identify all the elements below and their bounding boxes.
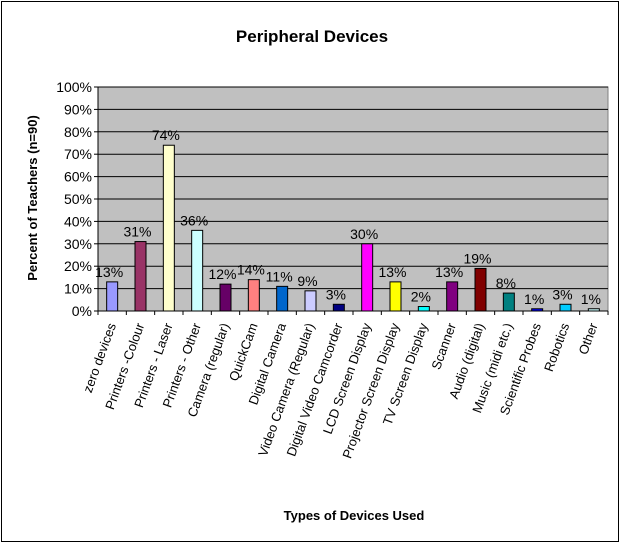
x-tick-label: Scanner: [428, 320, 459, 371]
data-label: 3%: [326, 286, 346, 302]
y-tick-label: 20%: [64, 258, 92, 274]
bar: [191, 229, 204, 312]
bar: [502, 292, 515, 312]
data-label: 13%: [378, 264, 406, 280]
data-label: 9%: [297, 273, 317, 289]
data-label: 8%: [496, 275, 516, 291]
y-tick-label: 90%: [64, 101, 92, 117]
data-label: 14%: [237, 262, 265, 278]
y-tick-label: 100%: [56, 79, 92, 95]
bar: [332, 303, 345, 312]
bar: [304, 290, 317, 312]
data-label: 13%: [435, 264, 463, 280]
y-tick-label: 60%: [64, 169, 92, 185]
bar: [162, 144, 175, 312]
bar: [106, 281, 119, 312]
bar: [361, 243, 374, 312]
bar: [531, 308, 544, 312]
y-tick-label: 0%: [72, 303, 92, 319]
bar: [276, 285, 289, 312]
data-label: 19%: [463, 250, 491, 266]
bar: [134, 241, 147, 312]
data-label: 30%: [350, 226, 378, 242]
y-tick-label: 70%: [64, 146, 92, 162]
data-label: 2%: [411, 289, 431, 305]
bar: [474, 267, 487, 312]
y-axis-label: Percent of Teachers (n=90): [25, 115, 40, 281]
data-label: 11%: [266, 268, 293, 284]
data-label: 31%: [123, 224, 151, 240]
data-label: 12%: [208, 266, 236, 282]
bar: [417, 306, 430, 312]
data-label: 3%: [552, 286, 572, 302]
y-tick-label: 30%: [64, 236, 92, 252]
y-tick-label: 40%: [64, 213, 92, 229]
bar: [389, 281, 402, 312]
y-tick-label: 50%: [64, 191, 92, 207]
bar: [219, 283, 232, 312]
x-tick-label: Robotics: [541, 320, 573, 373]
x-axis-label: Types of Devices Used: [284, 508, 425, 523]
bar: [559, 303, 572, 312]
plot-area: 0%10%20%30%40%50%60%70%80%90%100%13%zero…: [56, 79, 609, 460]
bar: [247, 279, 260, 312]
data-label: 74%: [152, 127, 180, 143]
bar: [446, 281, 459, 312]
bar: [587, 308, 600, 312]
data-label: 36%: [180, 212, 208, 228]
y-tick-label: 80%: [64, 124, 92, 140]
data-label: 1%: [524, 291, 544, 307]
data-label: 1%: [581, 291, 601, 307]
y-tick-label: 10%: [64, 281, 92, 297]
x-tick-label: Other: [575, 320, 600, 356]
chart-title: Peripheral Devices: [236, 27, 388, 46]
data-label: 13%: [95, 264, 123, 280]
